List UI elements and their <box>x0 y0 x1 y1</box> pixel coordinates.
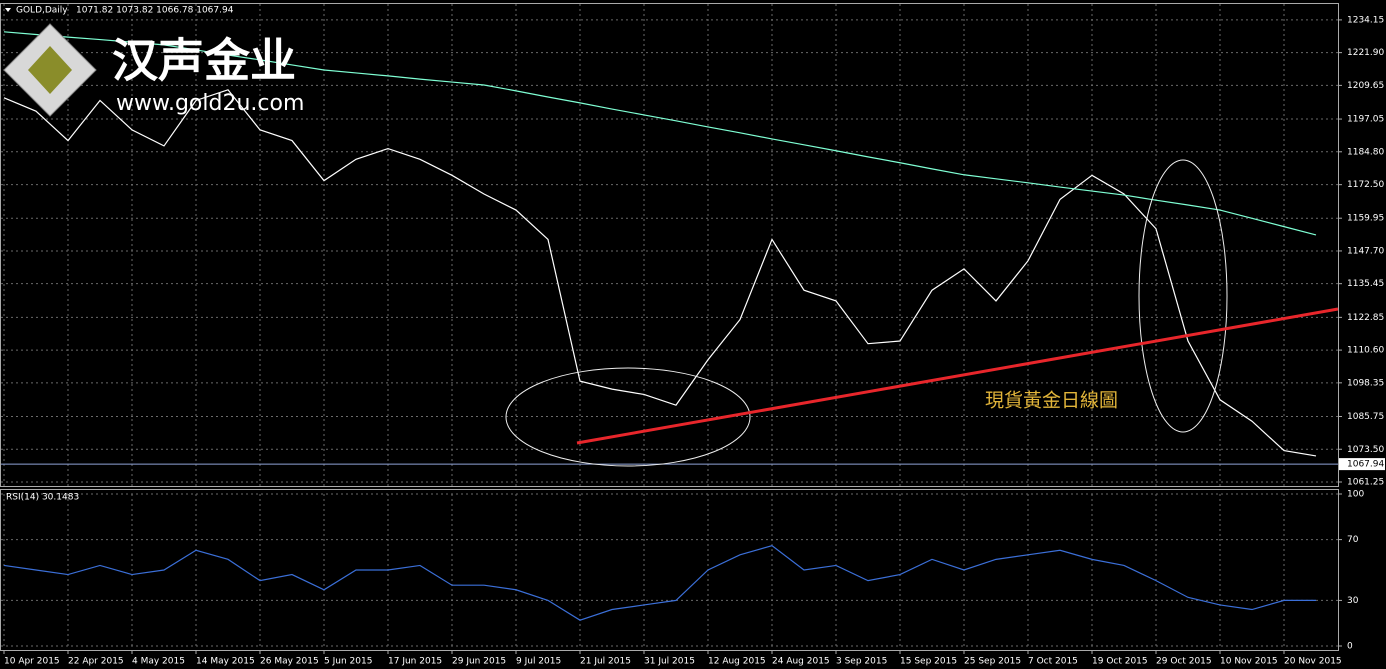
last-price-label: 1067.94 <box>1347 460 1384 470</box>
last-price-box <box>1339 458 1385 471</box>
y-tick-label: 100 <box>1347 490 1364 500</box>
highlight-ellipse <box>505 367 751 467</box>
y-tick-label: 1234.15 <box>1347 15 1384 25</box>
y-tick-label: 1184.80 <box>1347 147 1384 157</box>
x-tick-label: 4 May 2015 <box>132 657 185 667</box>
rsi-panel-frame <box>0 489 1339 651</box>
series-line <box>3 31 1317 236</box>
rsi-title: RSI(14) 30.1483 <box>6 493 79 503</box>
logo: 汉声金业 www.gold2u.com <box>3 23 304 117</box>
x-tick-label: 26 May 2015 <box>260 657 319 667</box>
x-tick-label: 10 Apr 2015 <box>4 657 60 667</box>
y-tick-label: 1122.85 <box>1347 313 1384 323</box>
trend-line <box>576 307 1339 445</box>
x-tick-label: 10 Nov 2015 <box>1220 657 1278 667</box>
x-tick-label: 19 Oct 2015 <box>1092 657 1148 667</box>
series-line <box>3 545 1316 621</box>
plot-layer <box>1 4 1342 654</box>
annotation: 現貨黃金日線圖 <box>985 390 1118 412</box>
x-tick-label: 21 Jul 2015 <box>580 657 631 667</box>
logo-icon <box>28 46 72 94</box>
x-tick-label: 20 Nov 2015 <box>1284 657 1342 667</box>
y-tick-label: 1061.25 <box>1347 477 1384 487</box>
logo-url: www.gold2u.com <box>116 91 304 116</box>
x-tick-label: 17 Jun 2015 <box>388 657 442 667</box>
y-tick-label: 1221.90 <box>1347 48 1384 58</box>
y-tick-label: 1197.05 <box>1347 115 1384 125</box>
x-tick-label: 7 Oct 2015 <box>1028 657 1078 667</box>
y-tick-label: 1085.75 <box>1347 412 1384 422</box>
chart-title: GOLD,Daily <box>16 6 68 16</box>
y-tick-label: 1110.60 <box>1347 346 1384 356</box>
x-tick-label: 31 Jul 2015 <box>644 657 695 667</box>
price-panel-frame <box>0 3 1339 487</box>
y-tick-label: 1172.50 <box>1347 180 1384 190</box>
menu-arrow <box>5 8 11 12</box>
y-tick-label: 1159.95 <box>1347 214 1384 224</box>
x-tick-label: 14 May 2015 <box>196 657 255 667</box>
y-tick-label: 0 <box>1347 642 1353 652</box>
x-tick-label: 22 Apr 2015 <box>68 657 124 667</box>
x-tick-label: 24 Aug 2015 <box>772 657 830 667</box>
series-line <box>3 89 1317 457</box>
y-tick-label: 30 <box>1347 596 1359 606</box>
x-tick-label: 5 Jun 2015 <box>324 657 372 667</box>
ohlc-values: 1071.82 1073.82 1066.78 1067.94 <box>76 6 234 16</box>
x-tick-label: 12 Aug 2015 <box>708 657 766 667</box>
x-tick-label: 29 Oct 2015 <box>1156 657 1212 667</box>
y-tick-label: 1098.35 <box>1347 378 1384 388</box>
y-tick-label: 1135.45 <box>1347 279 1384 289</box>
y-tick-label: 1147.70 <box>1347 246 1384 256</box>
y-tick-label: 1073.50 <box>1347 445 1384 455</box>
y-tick-label: 1209.65 <box>1347 81 1384 91</box>
x-tick-label: 25 Sep 2015 <box>964 657 1021 667</box>
x-tick-label: 3 Sep 2015 <box>836 657 887 667</box>
x-tick-label: 9 Jul 2015 <box>516 657 561 667</box>
logo-name: 汉声金业 <box>112 34 296 88</box>
y-tick-label: 70 <box>1347 535 1359 545</box>
x-tick-label: 29 Jun 2015 <box>452 657 506 667</box>
x-tick-label: 15 Sep 2015 <box>900 657 957 667</box>
highlight-ellipse <box>1138 159 1228 433</box>
